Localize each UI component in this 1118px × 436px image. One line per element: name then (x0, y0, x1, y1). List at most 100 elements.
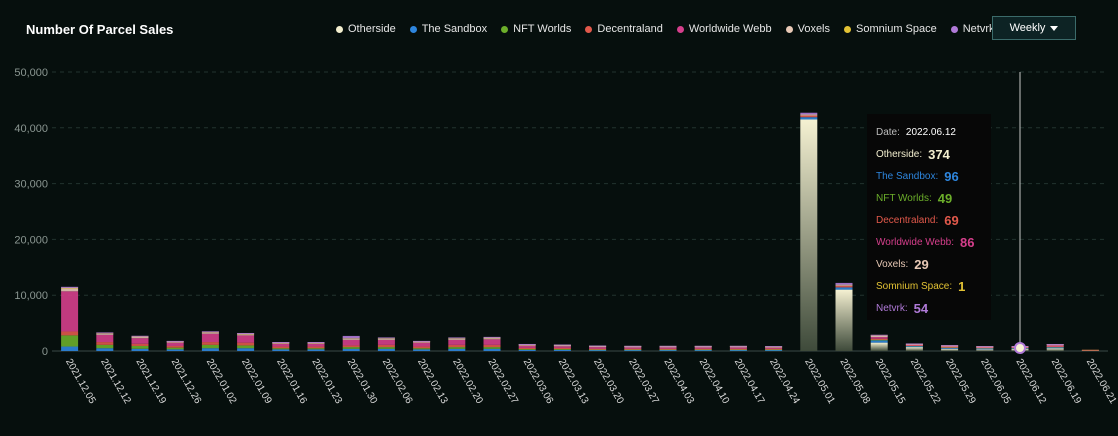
legend-item[interactable]: Worldwide Webb (676, 23, 772, 35)
legend-label: Worldwide Webb (688, 23, 772, 35)
bar-segment (800, 114, 818, 116)
bar-segment (518, 349, 536, 351)
legend-item[interactable]: The Sandbox (409, 23, 487, 35)
bar-segment (96, 344, 114, 349)
legend-item[interactable]: Netvrk (950, 23, 995, 35)
y-tick-label: 30,000 (14, 179, 48, 191)
bar-segment (96, 332, 114, 334)
bar-segment (342, 339, 360, 346)
bar-segment (659, 348, 677, 350)
tooltip-series-value: 86 (960, 234, 975, 250)
bar-segment (201, 331, 219, 333)
bar-segment (342, 348, 360, 351)
period-select-label: Weekly (1009, 22, 1046, 34)
x-tick-label: 2022.05.29 (943, 357, 978, 406)
bar-segment (694, 350, 712, 351)
legend-label: NFT Worlds (513, 23, 572, 35)
bar-segment (553, 344, 571, 346)
bar-segment (518, 343, 536, 345)
bar-segment (1046, 344, 1064, 346)
bar-segment (448, 344, 466, 348)
bar-segment (483, 338, 501, 340)
bar-segment (518, 347, 536, 350)
y-tick-label: 20,000 (14, 234, 48, 246)
bar-segment (307, 342, 325, 344)
legend-item[interactable]: Otherside (336, 23, 396, 35)
legend-dot-icon (844, 25, 852, 33)
bar-segment (976, 348, 994, 350)
tooltip-date-value: 2022.06.12 (905, 126, 956, 138)
chart-title: Number Of Parcel Sales (26, 22, 174, 37)
tooltip-series-label: Voxels: (876, 258, 909, 270)
bar-segment (1046, 347, 1064, 349)
bar-segment (377, 339, 395, 345)
bar-segment (272, 343, 290, 347)
x-tick-label: 2022.04.03 (661, 357, 696, 406)
x-tick-label: 2022.06.12 (1013, 357, 1048, 406)
bar-segment (729, 348, 747, 350)
tooltip-series-label: NFT Worlds: (876, 192, 932, 204)
bar-segment (941, 346, 959, 348)
bar-segment (835, 282, 853, 285)
tooltip-row: Somnium Space: 1 (876, 275, 982, 297)
period-select[interactable]: Weekly (992, 16, 1076, 40)
x-tick-label: 2022.05.08 (837, 357, 872, 406)
bar-segment (553, 348, 571, 350)
y-tick-label: 0 (42, 346, 48, 358)
bar-segment (589, 349, 607, 351)
bar-segment (307, 342, 325, 344)
bar-segment (1081, 349, 1099, 351)
bar-segment (413, 346, 431, 349)
bar-segment (166, 342, 184, 346)
tooltip-series-label: Somnium Space: (876, 280, 953, 292)
bar-segment (976, 349, 994, 351)
legend-item[interactable]: Voxels (785, 23, 831, 35)
bar-segment (201, 333, 219, 343)
bar-segment (413, 340, 431, 342)
bar-segment (729, 347, 747, 349)
bar-segment (96, 348, 114, 351)
bar-segment (342, 345, 360, 348)
bar-segment (589, 350, 607, 351)
bar-segment (589, 345, 607, 347)
bar-segment (483, 348, 501, 351)
bar-segment (237, 342, 255, 346)
bar-segment (166, 349, 184, 351)
bar-segment (941, 347, 959, 349)
legend-item[interactable]: NFT Worlds (501, 23, 571, 35)
bar-segment (518, 344, 536, 346)
x-tick-label: 2022.03.27 (626, 357, 661, 406)
bar-segment (553, 347, 571, 350)
bar-segment (272, 346, 290, 349)
legend-label: Voxels (797, 23, 831, 35)
bar-segment (96, 333, 114, 335)
tooltip-date-row: Date: 2022.06.12 (876, 121, 982, 143)
bar-segment (765, 350, 783, 351)
bar-segment (61, 335, 79, 347)
bar-segment (413, 349, 431, 351)
tooltip-series-value: 54 (913, 300, 929, 316)
bar-segment (131, 348, 149, 351)
bar-segment (448, 339, 466, 345)
bar-segment (307, 346, 325, 349)
bar-segment (201, 344, 219, 349)
bar-segment (729, 350, 747, 351)
bar-segment (835, 289, 853, 351)
bar-segment (835, 284, 853, 286)
tooltip-series-value: 29 (914, 256, 929, 272)
x-tick-label: 2022.01.23 (309, 357, 344, 406)
tooltip-series-label: Decentraland: (876, 214, 939, 226)
bar-segment (413, 342, 431, 347)
bar-segment (61, 288, 79, 292)
legend-item[interactable]: Decentraland (585, 23, 663, 35)
bar-segment (131, 345, 149, 349)
legend-dot-icon (336, 25, 343, 33)
x-tick-label: 2022.02.06 (380, 357, 415, 406)
bar-segment (835, 287, 853, 290)
x-tick-label: 2021.12.05 (63, 357, 98, 406)
x-tick-label: 2022.01.09 (239, 357, 274, 406)
y-tick-label: 40,000 (14, 123, 48, 135)
bar-segment (483, 339, 501, 345)
legend-item[interactable]: Somnium Space (844, 23, 937, 35)
